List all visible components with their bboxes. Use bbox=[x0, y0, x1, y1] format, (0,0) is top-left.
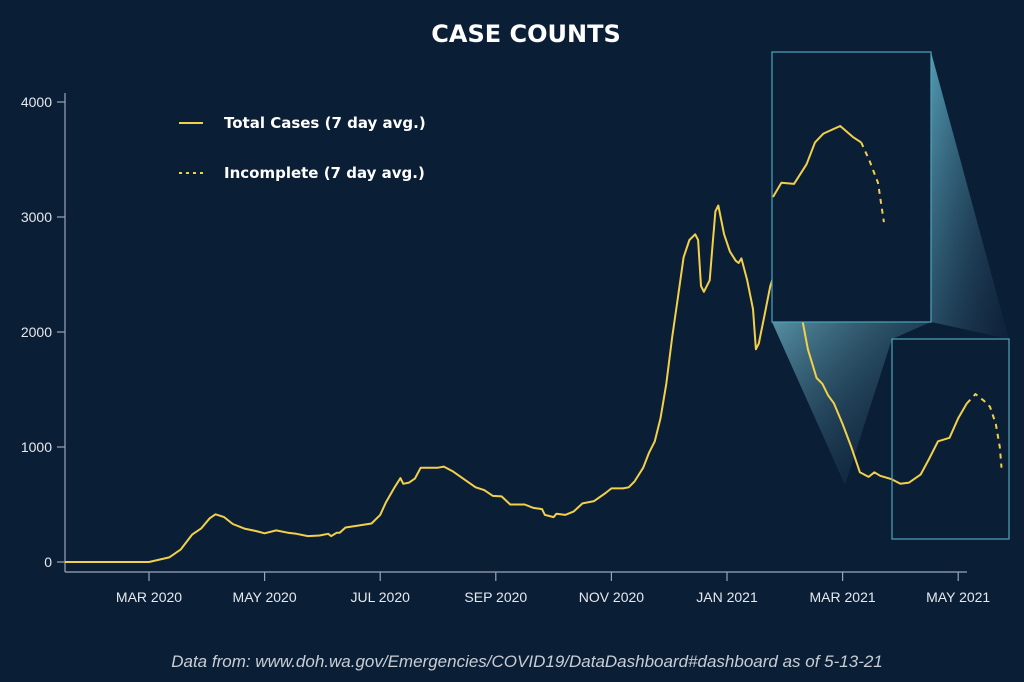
inset-box bbox=[771, 51, 932, 323]
series-line-total-cases bbox=[65, 204, 968, 563]
highlight-box bbox=[891, 338, 1010, 540]
legend: Total Cases (7 day avg.) Incomplete (7 d… bbox=[179, 114, 426, 182]
series-line-incomplete bbox=[966, 393, 1003, 468]
y-ticks: 0 1000 2000 3000 4000 bbox=[21, 94, 65, 570]
x-tick-label: MAR 2021 bbox=[810, 589, 876, 605]
inset-line-incomplete bbox=[860, 141, 885, 223]
y-tick-label: 0 bbox=[44, 554, 52, 570]
y-tick-label: 4000 bbox=[21, 94, 52, 110]
inset-line-total-cases bbox=[772, 125, 862, 198]
zoom-beam-bottom bbox=[772, 322, 931, 485]
y-tick-label: 1000 bbox=[21, 439, 52, 455]
y-tick-label: 2000 bbox=[21, 324, 52, 340]
x-tick-label: MAY 2020 bbox=[233, 589, 297, 605]
x-tick-label: MAY 2021 bbox=[926, 589, 990, 605]
inset-series-group bbox=[772, 125, 885, 223]
chart-title: CASE COUNTS bbox=[431, 20, 620, 48]
x-tick-label: SEP 2020 bbox=[464, 589, 527, 605]
legend-label-total-cases: Total Cases (7 day avg.) bbox=[224, 114, 426, 132]
source-note: Data from: www.doh.wa.gov/Emergencies/CO… bbox=[171, 652, 883, 671]
x-tick-label: JUL 2020 bbox=[350, 589, 410, 605]
x-tick-label: JAN 2021 bbox=[696, 589, 758, 605]
y-tick-label: 3000 bbox=[21, 209, 52, 225]
legend-label-incomplete: Incomplete (7 day avg.) bbox=[224, 164, 425, 182]
series-group bbox=[65, 204, 1003, 563]
zoom-beam-right bbox=[931, 52, 1009, 339]
x-tick-label: NOV 2020 bbox=[579, 589, 645, 605]
x-ticks: MAR 2020 MAY 2020 JUL 2020 SEP 2020 NOV 2020… bbox=[116, 572, 990, 605]
x-tick-label: MAR 2020 bbox=[116, 589, 182, 605]
